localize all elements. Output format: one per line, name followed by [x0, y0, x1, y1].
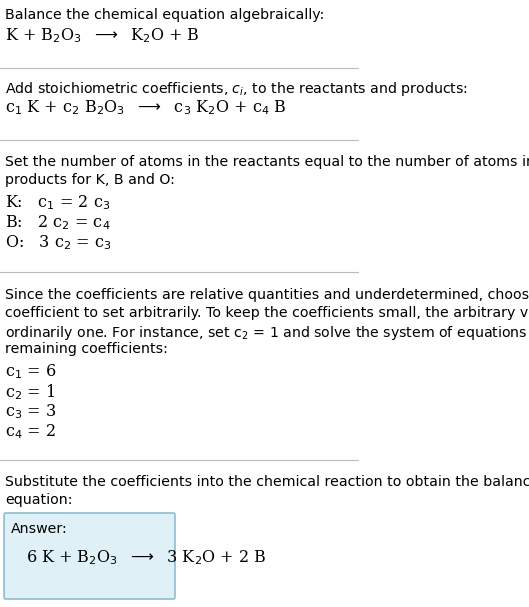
Text: ordinarily one. For instance, set c$_2$ = 1 and solve the system of equations fo: ordinarily one. For instance, set c$_2$ … [5, 324, 529, 342]
Text: Add stoichiometric coefficients, $c_i$, to the reactants and products:: Add stoichiometric coefficients, $c_i$, … [5, 80, 468, 98]
Text: c$_2$ = 1: c$_2$ = 1 [5, 382, 56, 402]
Text: remaining coefficients:: remaining coefficients: [5, 342, 168, 356]
Text: coefficient to set arbitrarily. To keep the coefficients small, the arbitrary va: coefficient to set arbitrarily. To keep … [5, 306, 529, 320]
Text: c$_1$ K + c$_2$ B$_2$O$_3$  $\longrightarrow$  c$_3$ K$_2$O + c$_4$ B: c$_1$ K + c$_2$ B$_2$O$_3$ $\longrightar… [5, 98, 287, 117]
Text: Balance the chemical equation algebraically:: Balance the chemical equation algebraica… [5, 8, 325, 22]
Text: Since the coefficients are relative quantities and underdetermined, choose a: Since the coefficients are relative quan… [5, 288, 529, 302]
Text: 6 K + B$_2$O$_3$  $\longrightarrow$  3 K$_2$O + 2 B: 6 K + B$_2$O$_3$ $\longrightarrow$ 3 K$_… [26, 548, 266, 567]
FancyBboxPatch shape [4, 513, 175, 599]
Text: K + B$_2$O$_3$  $\longrightarrow$  K$_2$O + B: K + B$_2$O$_3$ $\longrightarrow$ K$_2$O … [5, 26, 200, 45]
Text: Set the number of atoms in the reactants equal to the number of atoms in the: Set the number of atoms in the reactants… [5, 155, 529, 169]
Text: c$_1$ = 6: c$_1$ = 6 [5, 362, 57, 381]
Text: O:   3 c$_2$ = c$_3$: O: 3 c$_2$ = c$_3$ [5, 233, 112, 252]
Text: Substitute the coefficients into the chemical reaction to obtain the balanced: Substitute the coefficients into the che… [5, 475, 529, 489]
Text: B:   2 c$_2$ = c$_4$: B: 2 c$_2$ = c$_4$ [5, 213, 111, 232]
Text: equation:: equation: [5, 493, 73, 507]
Text: products for K, B and O:: products for K, B and O: [5, 173, 175, 187]
Text: c$_3$ = 3: c$_3$ = 3 [5, 402, 57, 421]
Text: c$_4$ = 2: c$_4$ = 2 [5, 422, 56, 441]
Text: K:   c$_1$ = 2 c$_3$: K: c$_1$ = 2 c$_3$ [5, 193, 111, 212]
Text: Answer:: Answer: [11, 522, 68, 536]
